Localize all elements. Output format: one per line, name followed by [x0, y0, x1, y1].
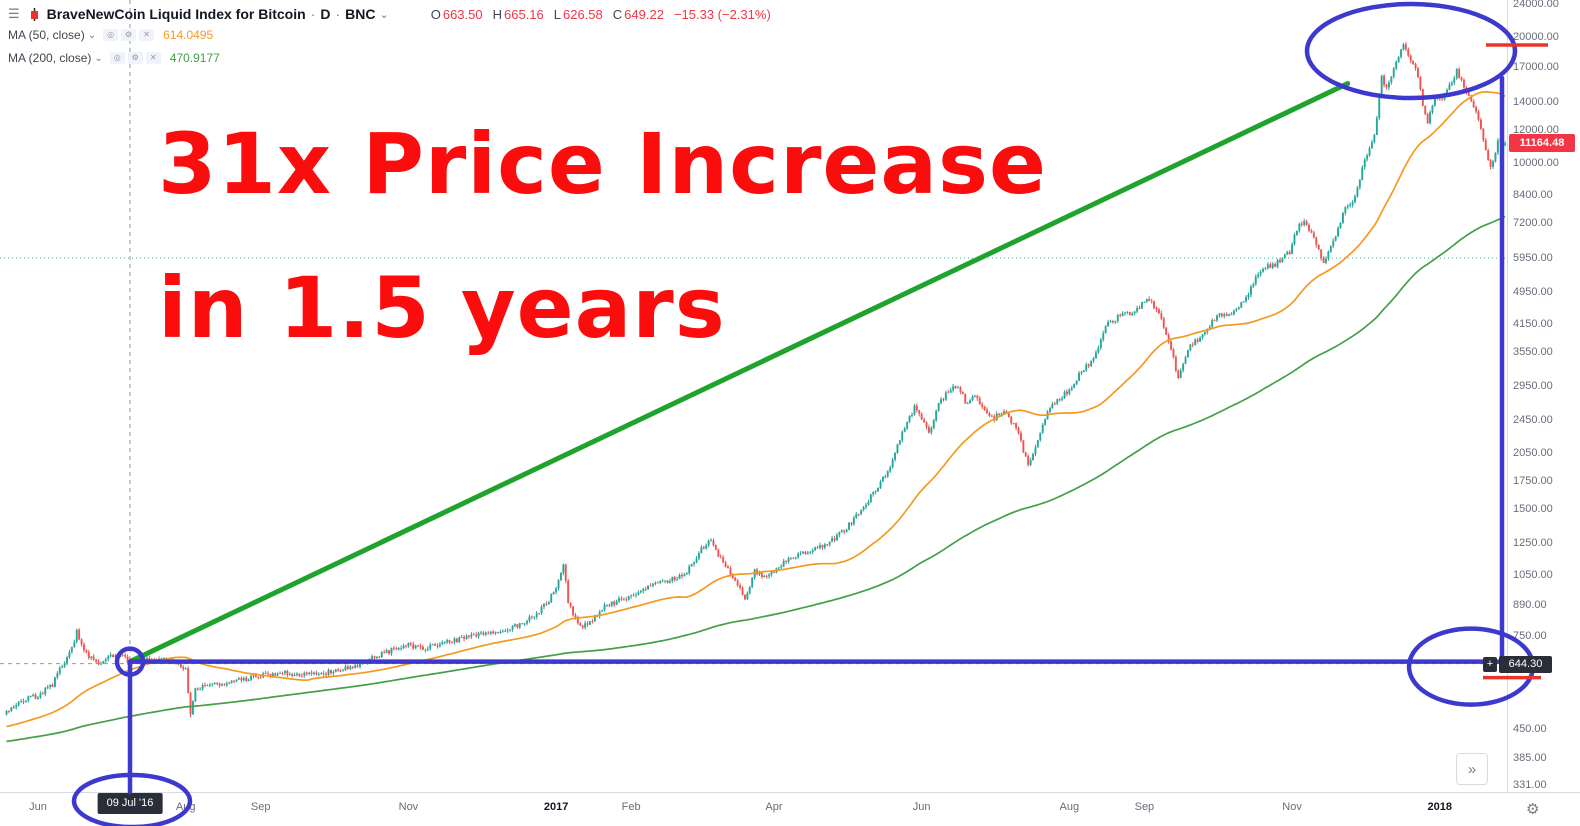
indicator-row-ma200: MA (200, close) ⌄ ◎ ⚙ ✕ 470.9177	[8, 51, 220, 65]
time-tick-label[interactable]: Feb	[621, 801, 641, 813]
price-tick-label: 12000.00	[1513, 124, 1559, 137]
price-tick-label: 10000.00	[1513, 157, 1559, 170]
price-tick-label: 1250.00	[1513, 536, 1553, 549]
price-tick-label: 7200.00	[1513, 217, 1553, 230]
price-tick-label: 385.00	[1513, 751, 1547, 764]
chart-header: ☰ BraveNewCoin Liquid Index for Bitcoin …	[8, 6, 771, 22]
price-tick-label: 331.00	[1513, 779, 1547, 792]
close-label: C	[612, 6, 623, 22]
indicator-label[interactable]: MA (50, close)	[8, 28, 85, 42]
price-tick-label: 17000.00	[1513, 60, 1559, 73]
eye-icon[interactable]: ◎	[103, 29, 119, 41]
price-tick-label: 450.00	[1513, 723, 1547, 736]
crosshair-date-badge: 09 Jul '16	[97, 793, 163, 814]
price-tick-label: 24000.00	[1513, 0, 1559, 10]
title-separator: ·	[310, 6, 316, 22]
time-tick-label[interactable]: Nov	[1282, 801, 1302, 813]
price-tick-label: 2050.00	[1513, 446, 1553, 459]
scroll-right-button[interactable]: »	[1456, 753, 1488, 785]
time-tick-label[interactable]: 2018	[1427, 801, 1452, 813]
time-tick-label[interactable]: Apr	[765, 801, 783, 813]
price-tick-label: 4950.00	[1513, 285, 1553, 298]
time-tick-label[interactable]: Jun	[912, 801, 931, 813]
price-tick-label: 1500.00	[1513, 503, 1553, 516]
close-icon[interactable]: ✕	[139, 29, 155, 41]
price-tick-label: 890.00	[1513, 598, 1547, 611]
axis-corner: ⚙	[1507, 792, 1580, 826]
time-tick-label[interactable]: Jun	[29, 801, 47, 813]
change-value: −15.33 (−2.31%)	[673, 6, 771, 22]
annotation-text-line2: in 1.5 years	[158, 259, 726, 357]
price-tick-label: 750.00	[1513, 629, 1547, 642]
price-tick-label: 20000.00	[1513, 31, 1559, 44]
last-price-badge: 11164.48	[1509, 134, 1575, 153]
price-tick-label: 1050.00	[1513, 568, 1553, 581]
time-tick-label[interactable]: Sep	[250, 801, 271, 813]
price-tick-label: 2450.00	[1513, 414, 1553, 426]
hamburger-menu-icon[interactable]: ☰	[8, 6, 20, 21]
high-value: 665.16	[504, 6, 544, 22]
ohlc-readout: O 663.50 H 665.16 L 626.58 C 649.22 −15.33 (…	[431, 7, 771, 22]
price-tick-label: 1750.00	[1513, 475, 1553, 488]
price-tick-label: 4150.00	[1513, 317, 1553, 330]
interval-label[interactable]: D	[320, 6, 331, 22]
price-tick-label: 2950.00	[1513, 380, 1553, 393]
time-axis[interactable]: Jun Aug Sep Nov 2017 Feb Apr Jun Aug Sep Nov 2018 0…	[0, 792, 1507, 826]
high-label: H	[492, 6, 502, 22]
annotation-text-line1: 31x Price Increase	[158, 115, 1048, 213]
symbol-logo-icon	[28, 7, 41, 22]
chevron-down-icon[interactable]: ⌄	[94, 52, 103, 64]
title-separator: ·	[335, 6, 341, 22]
indicator-label[interactable]: MA (200, close)	[8, 51, 92, 65]
indicator-value: 614.0495	[163, 28, 214, 42]
settings-gear-icon[interactable]: ⚙	[1526, 801, 1540, 818]
indicator-value: 470.9177	[169, 51, 220, 65]
eye-icon[interactable]: ◎	[109, 52, 125, 64]
time-tick-label[interactable]: Nov	[398, 801, 419, 813]
indicator-row-ma50: MA (50, close) ⌄ ◎ ⚙ ✕ 614.0495	[8, 28, 213, 42]
time-tick-label[interactable]: Aug	[175, 801, 196, 813]
chevron-down-icon[interactable]: ⌄	[87, 29, 97, 41]
exchange-label[interactable]: BNC	[345, 6, 376, 22]
close-icon[interactable]: ✕	[145, 52, 161, 64]
time-tick-label[interactable]: 2017	[543, 801, 569, 813]
gear-icon[interactable]: ⚙	[127, 52, 143, 64]
low-label: L	[553, 6, 561, 22]
low-value: 626.58	[563, 6, 603, 22]
add-alert-plus-button[interactable]: +	[1483, 656, 1497, 672]
open-value: 663.50	[442, 6, 483, 22]
crosshair-price-badge: 644.30	[1499, 655, 1552, 673]
open-label: O	[430, 6, 441, 22]
price-tick-label: 14000.00	[1513, 96, 1559, 109]
time-tick-label[interactable]: Aug	[1059, 801, 1080, 813]
symbol-title[interactable]: BraveNewCoin Liquid Index for Bitcoin	[46, 6, 306, 22]
close-value: 649.22	[624, 6, 664, 22]
price-tick-label: 3550.00	[1513, 346, 1553, 359]
chevron-down-icon[interactable]: ⌄	[379, 8, 389, 21]
price-tick-label: 8400.00	[1513, 189, 1553, 202]
time-tick-label[interactable]: Sep	[1134, 801, 1155, 813]
price-tick-label: 5950.00	[1513, 252, 1553, 265]
gear-icon[interactable]: ⚙	[121, 29, 137, 41]
price-axis[interactable]: 24000.00 20000.00 17000.00 14000.00 12000.00…	[1507, 0, 1580, 826]
